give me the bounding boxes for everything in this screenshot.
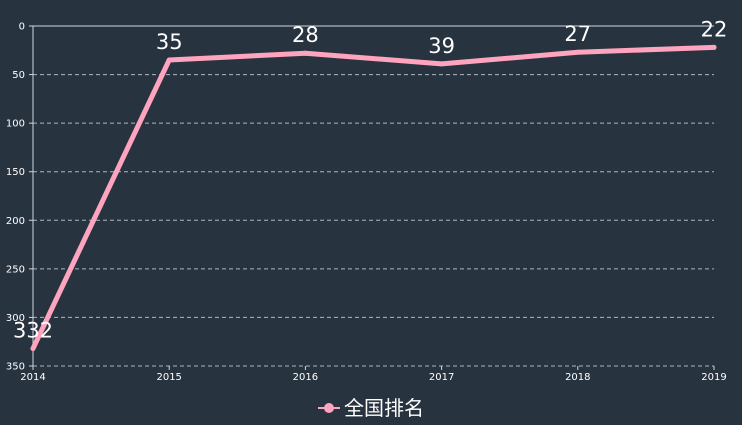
data-point: [30, 346, 36, 352]
y-tick-label: 350: [6, 362, 25, 373]
data-label: 22: [701, 17, 728, 41]
legend[interactable]: 全国排名: [0, 396, 742, 420]
y-tick-label: 300: [6, 313, 25, 324]
data-label: 332: [13, 319, 53, 343]
data-point: [439, 61, 445, 67]
data-label: 35: [156, 30, 183, 54]
series-line: [30, 44, 717, 352]
data-label: 39: [428, 34, 455, 58]
data-point: [711, 44, 717, 50]
legend-line-dot-icon: [318, 402, 340, 414]
x-tick-label: 2019: [701, 372, 726, 383]
data-label: 28: [292, 23, 319, 47]
gridlines: [33, 74, 714, 367]
x-tick-label: 2016: [293, 372, 318, 383]
x-tick-label: 2015: [156, 372, 181, 383]
y-tick-label: 150: [6, 167, 25, 178]
x-tick-label: 2014: [20, 372, 45, 383]
data-point: [302, 50, 308, 56]
y-tick-label: 50: [12, 70, 25, 81]
data-point: [166, 57, 172, 63]
y-tick-label: 200: [6, 216, 25, 227]
data-point: [575, 49, 581, 55]
series-layer: [30, 44, 717, 352]
legend-label: 全国排名: [344, 396, 424, 420]
x-tick-label: 2017: [429, 372, 454, 383]
y-tick-label: 0: [19, 22, 25, 33]
y-tick-label: 250: [6, 264, 25, 275]
y-tick-label: 100: [6, 119, 25, 130]
x-tick-label: 2018: [565, 372, 590, 383]
data-labels: 332 35 28 39 27 22: [13, 17, 727, 342]
data-label: 27: [564, 22, 591, 46]
